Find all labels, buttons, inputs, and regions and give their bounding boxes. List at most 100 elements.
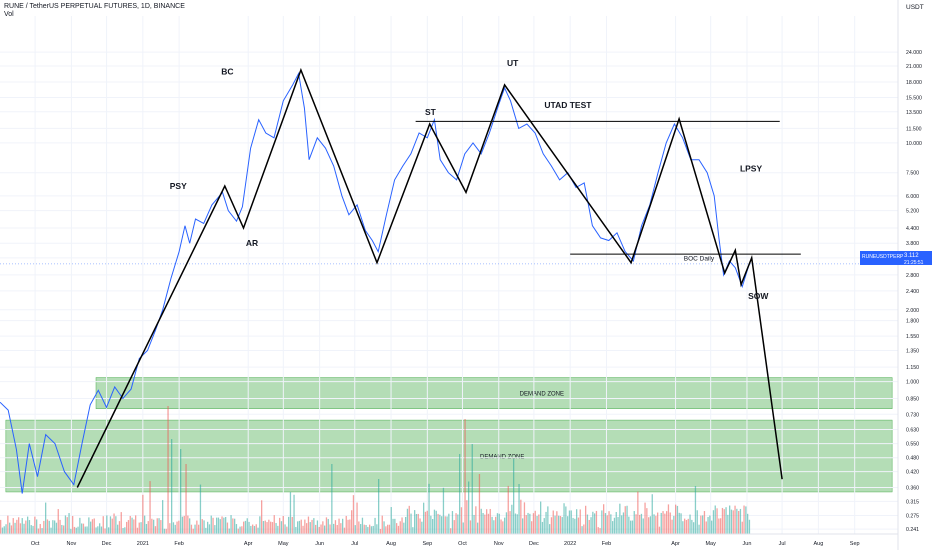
volume-bar xyxy=(450,528,452,534)
volume-bar xyxy=(347,519,349,534)
volume-bar xyxy=(226,522,229,534)
volume-bar xyxy=(307,516,310,534)
y-tick-label: 0.315 xyxy=(906,499,919,505)
volume-bar xyxy=(219,519,221,534)
volume-bar xyxy=(289,492,292,534)
volume-bar xyxy=(601,510,603,534)
volume-bar xyxy=(455,513,457,534)
volume-bar xyxy=(662,511,664,534)
price-badge: RUNEUSDTPERP 3.112 21:25:51 xyxy=(860,251,932,266)
price-axis[interactable] xyxy=(898,0,932,550)
volume-bar xyxy=(480,508,482,534)
volume-bar xyxy=(264,520,266,534)
volume-bar xyxy=(21,518,23,534)
volume-bar xyxy=(75,527,77,534)
price-badge-countdown: 21:25:51 xyxy=(904,260,924,266)
volume-bar xyxy=(246,518,248,534)
volume-bar xyxy=(669,512,671,534)
volume-bar xyxy=(291,516,293,534)
volume-bar xyxy=(117,524,119,534)
volume-bar xyxy=(9,522,11,534)
volume-bar xyxy=(34,516,36,534)
volume-bar xyxy=(460,507,463,534)
volume-bar xyxy=(342,518,344,534)
volume-bar xyxy=(549,524,551,534)
volume-bar xyxy=(442,487,445,534)
volume-bar xyxy=(594,513,596,534)
volume-bar xyxy=(655,515,657,534)
volume-bar xyxy=(370,526,373,534)
volume-bar xyxy=(552,510,554,534)
volume-bar xyxy=(649,516,652,534)
volume-bar xyxy=(241,526,243,534)
volume-bar xyxy=(536,515,538,534)
volume-bar xyxy=(721,507,724,534)
annotation-label: ST xyxy=(425,107,437,117)
volume-bar xyxy=(644,502,646,534)
volume-bar xyxy=(608,511,610,534)
y-tick-label: 0.360 xyxy=(906,486,919,492)
volume-bar xyxy=(19,523,22,534)
volume-bar xyxy=(646,508,648,534)
volume-bar xyxy=(351,510,353,534)
volume-bar xyxy=(156,518,158,534)
volume-bar xyxy=(309,522,311,534)
volume-bar xyxy=(621,515,623,534)
volume-bar xyxy=(111,518,113,534)
volume-bar xyxy=(54,520,56,534)
volume-bar xyxy=(392,518,394,534)
volume-bar xyxy=(396,523,398,534)
volume-bar xyxy=(210,515,212,534)
volume-bar xyxy=(104,528,106,534)
volume-bar xyxy=(257,527,259,534)
volume-bar xyxy=(356,502,358,534)
volume-bar xyxy=(550,517,553,534)
volume-bar xyxy=(228,528,230,534)
volume-bar xyxy=(444,516,446,534)
volume-bar xyxy=(259,516,261,534)
volume-bar xyxy=(57,509,59,534)
volume-bar xyxy=(408,505,410,534)
volume-bar xyxy=(673,515,675,534)
volume-bar xyxy=(651,494,653,534)
volume-bar xyxy=(441,516,443,534)
price-badge-symbol: RUNEUSDTPERP xyxy=(862,254,904,260)
volume-bar xyxy=(261,500,263,534)
volume-bar xyxy=(306,523,308,534)
volume-bar xyxy=(315,524,317,534)
volume-bar xyxy=(664,513,666,534)
volume-bar xyxy=(385,526,387,534)
volume-bar xyxy=(165,528,167,534)
volume-bar xyxy=(288,516,290,534)
volume-bar xyxy=(194,524,196,534)
volume-bar xyxy=(363,524,365,534)
volume-bar xyxy=(631,520,634,534)
volume-bar xyxy=(36,519,38,534)
volume-bar xyxy=(378,479,380,534)
volume-bar xyxy=(23,523,25,534)
volume-bar xyxy=(167,406,169,534)
time-axis[interactable] xyxy=(0,534,898,550)
x-tick-label: Nov xyxy=(494,541,504,547)
volume-bar xyxy=(459,454,461,534)
volume-bar xyxy=(84,526,86,534)
volume-bar xyxy=(478,474,481,534)
volume-bar xyxy=(556,511,558,534)
volume-bar xyxy=(696,510,698,534)
volume-bar xyxy=(59,519,61,534)
volume-bar xyxy=(352,495,355,534)
volume-bar xyxy=(181,516,184,534)
volume-bar xyxy=(640,513,643,534)
volume-bar xyxy=(403,522,405,534)
volume-bar xyxy=(689,514,691,534)
volume-bar xyxy=(43,520,45,534)
volume-bar xyxy=(658,526,661,534)
x-tick-label: Jul xyxy=(351,541,358,547)
volume-bar xyxy=(131,517,133,534)
y-tick-label: 15.500 xyxy=(906,95,922,101)
volume-bar xyxy=(730,509,733,534)
volume-bar xyxy=(133,519,135,534)
volume-bar xyxy=(270,521,272,534)
volume-bar xyxy=(617,517,619,534)
